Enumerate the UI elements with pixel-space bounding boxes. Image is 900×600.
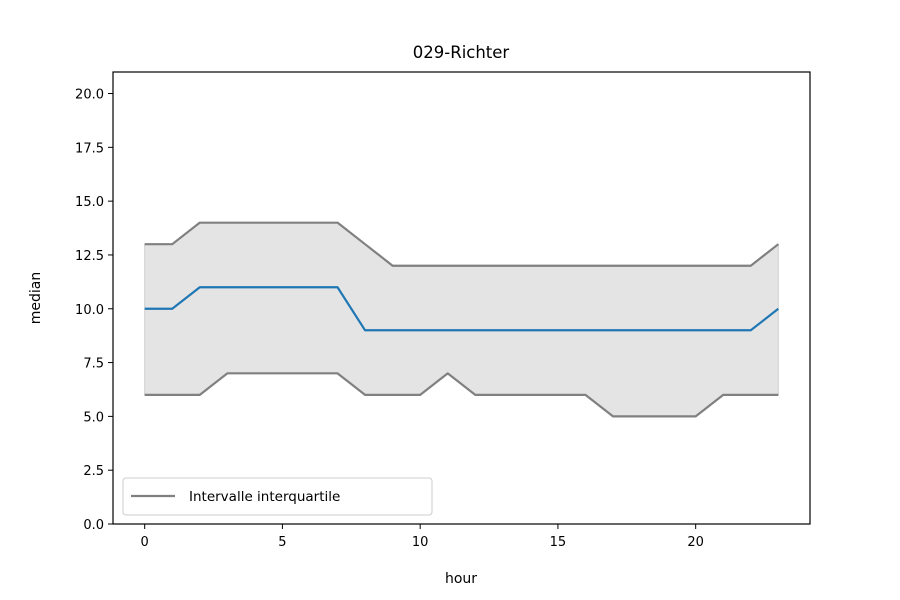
y-tick-label: 2.5 [83,464,104,479]
y-axis-label: median [28,272,44,324]
y-tick-label: 12.5 [75,249,104,264]
iqr-band [144,222,779,417]
x-tick-label: 10 [412,535,429,550]
y-tick-label: 10.0 [75,303,104,318]
legend-box [122,477,433,516]
y-tick-label: 17.5 [75,141,104,156]
median-line [144,286,779,332]
y-tick-label: 7.5 [83,357,104,372]
legend: Intervalle interquartile [122,477,433,516]
y-tick-label: 0.0 [83,518,104,533]
x-tick-label: 5 [278,535,286,550]
legend-label: Intervalle interquartile [189,489,340,505]
y-tick-label: 5.0 [83,410,104,425]
plot-area [144,221,779,418]
x-tick-label: 15 [550,535,567,550]
q1-line [144,372,779,418]
x-tick-label: 0 [141,535,149,550]
x-axis-label: hour [445,571,477,587]
y-axis: 0.0 2.5 5.0 7.5 10.0 12.5 15.0 17.5 20.0 [75,88,113,533]
chart-title: 029-Richter [413,43,510,62]
x-axis: 0 5 10 15 20 [141,524,704,550]
y-tick-label: 15.0 [75,195,104,210]
plot-frame [112,71,811,525]
x-tick-label: 20 [687,535,704,550]
y-tick-label: 20.0 [75,88,104,103]
q3-line [144,221,779,267]
